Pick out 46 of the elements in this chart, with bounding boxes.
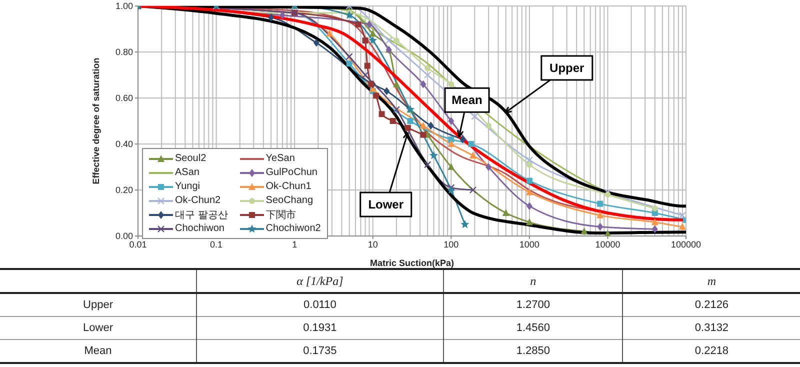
y-tick-label: 1.00 <box>115 1 133 12</box>
x-tick-label: 1000 <box>519 239 540 250</box>
text: m <box>622 269 800 293</box>
x-tick-label: 0.01 <box>129 239 147 250</box>
x-tick-label: 100 <box>444 239 459 250</box>
text: Upper <box>82 298 114 313</box>
y-tick-label: 0.80 <box>115 47 133 58</box>
x-tick-label: 10000 <box>595 239 620 250</box>
legend-label: Chochiwon2 <box>266 223 321 234</box>
text: 0.2126 <box>622 293 800 316</box>
legend-label: GulPoChun <box>266 167 318 178</box>
y-axis-title: Effective degree of saturation <box>91 58 102 184</box>
text: 1.2700 <box>443 293 623 316</box>
legend-label: Seoul2 <box>175 153 206 164</box>
annotation: Mean <box>452 93 482 108</box>
x-tick-label: 0.1 <box>210 239 223 250</box>
y-tick-label: 0.20 <box>115 185 133 196</box>
legend-label: YeSan <box>266 153 295 164</box>
legend-label: Yungi <box>175 181 200 192</box>
text: 1.4560 <box>443 316 623 340</box>
legend-label: SeoChang <box>266 195 314 206</box>
text: 0.3132 <box>622 316 800 340</box>
annotation: Upper <box>550 60 585 75</box>
text: 0.0110 <box>196 293 444 316</box>
x-tick-label: 10 <box>368 239 378 250</box>
x-tick-label: 1 <box>292 239 298 250</box>
text: Mean <box>83 344 113 359</box>
y-tick-label: 0.60 <box>115 93 133 104</box>
y-tick-label: 0.00 <box>115 231 133 242</box>
legend-label: Ok-Chun2 <box>175 195 221 206</box>
text: 0.1735 <box>196 340 444 363</box>
legend-label: Chochiwon <box>175 223 224 234</box>
text: Lower <box>82 321 114 336</box>
y-tick-label: 0.40 <box>115 139 133 150</box>
x-tick-label: 100000 <box>670 239 702 250</box>
legend-label: 下関市 <box>266 208 296 222</box>
x-axis-title: Matric Suction(kPa) <box>370 258 454 268</box>
text: 1.2850 <box>443 340 623 363</box>
text: 0.2218 <box>622 340 800 363</box>
legend-label: Ok-Chun1 <box>266 181 312 192</box>
text: α [1/kPa] <box>196 269 444 293</box>
text: 0.1931 <box>196 316 444 340</box>
annotation: Lower <box>368 198 404 212</box>
legend-label: 대구 팔공산 <box>175 208 228 222</box>
legend-label: ASan <box>175 167 200 178</box>
text: n <box>443 269 623 293</box>
